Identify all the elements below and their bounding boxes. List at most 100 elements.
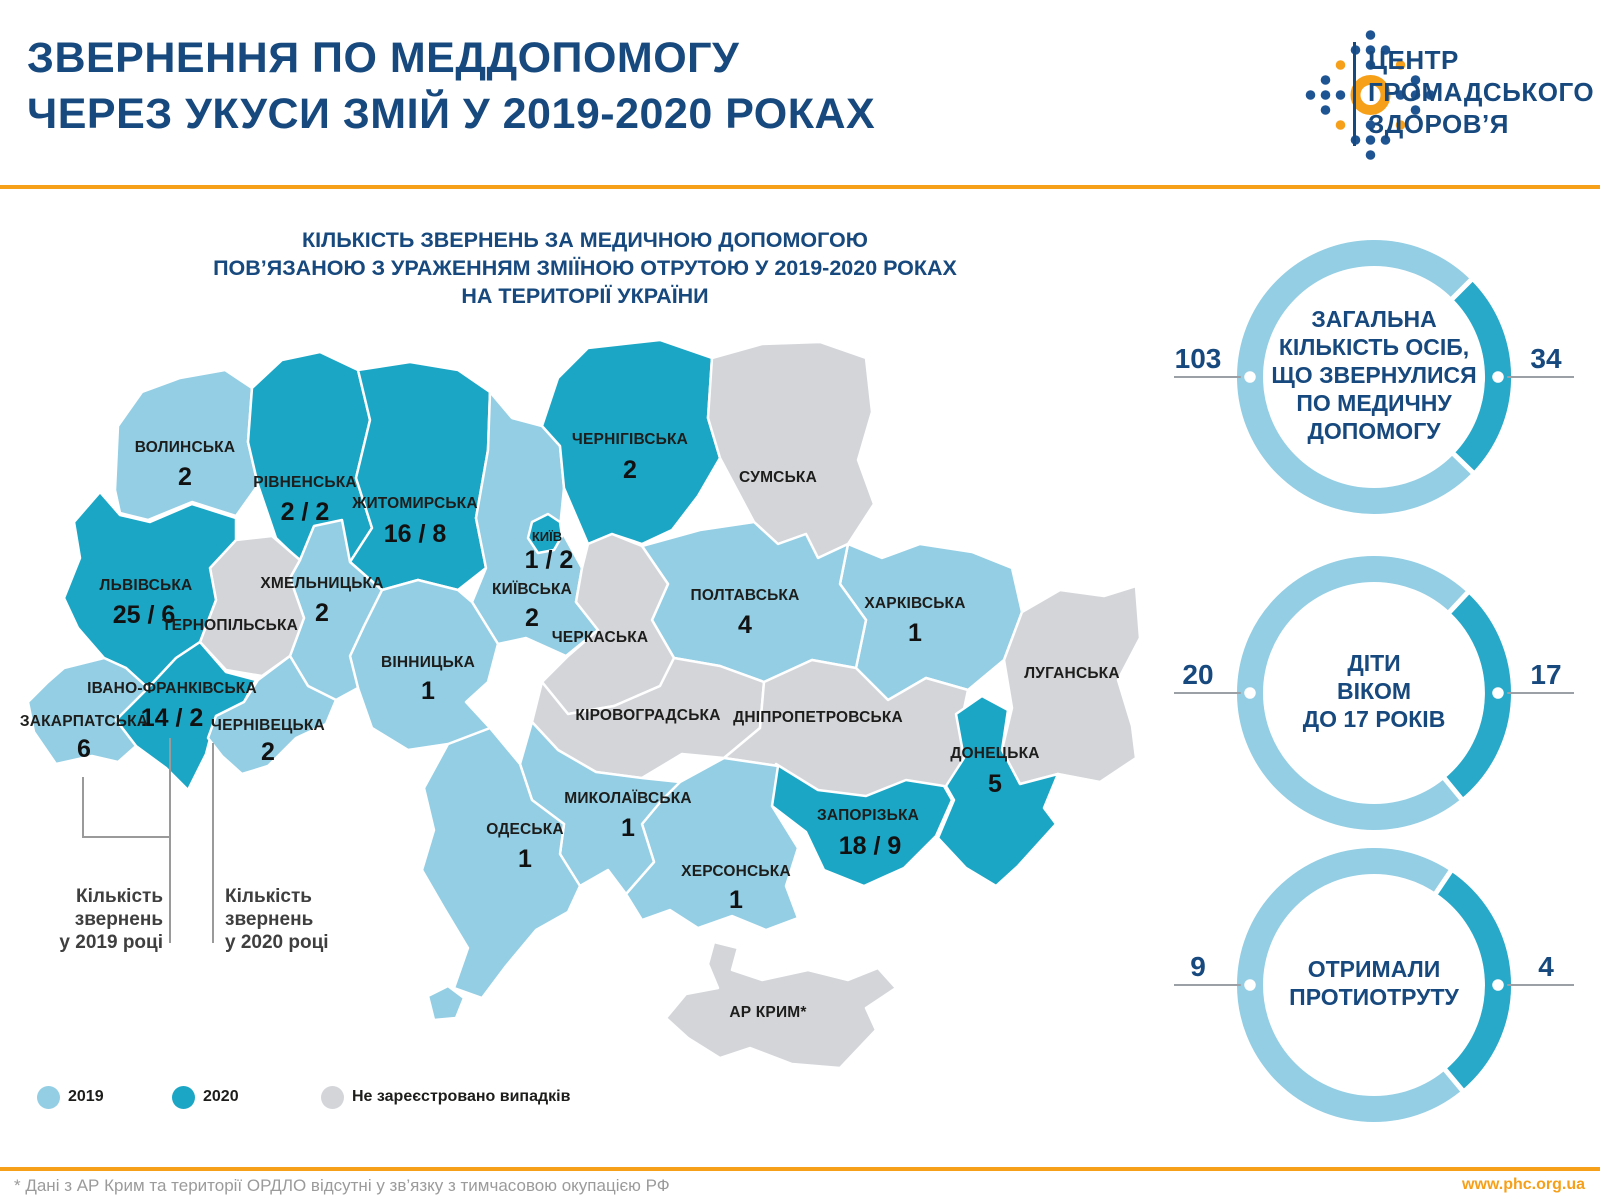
donut-title-line: ДІТИ <box>1347 650 1400 676</box>
region-label: КИЇВ <box>532 529 562 544</box>
region-label: ВОЛИНСЬКА <box>135 439 235 456</box>
donut-antivenom: 9 4 ОТРИМАЛИ ПРОТИОТРУТУ <box>1174 848 1574 1122</box>
legend-label-2020: 2020 <box>203 1088 239 1105</box>
callout-2020-line2: звернень <box>225 909 313 930</box>
region-value: 2 <box>261 738 275 766</box>
region-label: ЛУГАНСЬКА <box>1024 665 1120 682</box>
donut-total-persons: 103 34 ЗАГАЛЬНА КІЛЬКІСТЬ ОСІБ, ЩО ЗВЕРН… <box>1174 240 1574 514</box>
region-value: 16 / 8 <box>384 520 447 548</box>
region-value: 1 <box>421 677 435 705</box>
region-luhansk <box>1000 584 1142 786</box>
org-name-line1: ЦЕНТР <box>1368 45 1459 75</box>
org-name-line3: ЗДОРОВ’Я <box>1368 109 1509 139</box>
org-name-line2: ГРОМАДСЬКОГО <box>1368 77 1595 107</box>
region-value: 1 <box>518 845 532 873</box>
donut-title-line: ПРОТИОТРУТУ <box>1289 984 1459 1010</box>
region-zaporizhzhia <box>770 762 954 888</box>
region-label: ІВАНО-ФРАНКІВСЬКА <box>87 680 257 697</box>
donut-title-line: ВІКОМ <box>1337 678 1411 704</box>
ukraine-map: ВОЛИНСЬКА 2 РІВНЕНСЬКА 2 / 2 ЖИТОМИРСЬКА… <box>20 330 1142 1075</box>
donut-children: 20 17 ДІТИ ВІКОМ ДО 17 РОКІВ <box>1174 556 1574 830</box>
donut-total-2020-value: 34 <box>1530 343 1562 374</box>
region-value: 4 <box>738 611 752 639</box>
legend-label-none: Не зареєстровано випадків <box>352 1088 571 1105</box>
donut-children-2019-value: 20 <box>1182 659 1213 690</box>
leader-dot-2020 <box>1488 683 1508 703</box>
region-value: 5 <box>988 770 1002 798</box>
region-value: 1 / 2 <box>525 546 574 574</box>
region-kharkiv <box>838 542 1024 702</box>
region-rivne <box>246 350 374 565</box>
region-value: 2 / 2 <box>281 498 330 526</box>
map-legend: 2019 2020 Не зареєстровано випадків <box>0 1083 700 1113</box>
legend-label-2019: 2019 <box>68 1088 104 1105</box>
legend-dot-2020 <box>172 1086 195 1109</box>
footer-divider-line <box>0 1167 1600 1171</box>
region-label: ДНІПРОПЕТРОВСЬКА <box>733 709 903 726</box>
page-title: ЗВЕРНЕННЯ ПО МЕДДОПОМОГУ ЧЕРЕЗ УКУСИ ЗМІ… <box>27 30 875 142</box>
donut-title-line: ЩО ЗВЕРНУЛИСЯ <box>1271 362 1476 388</box>
region-value: 18 / 9 <box>839 832 902 860</box>
donut-title-line: ПО МЕДИЧНУ <box>1296 390 1452 416</box>
page-title-line2: ЧЕРЕЗ УКУСИ ЗМІЙ У 2019-2020 РОКАХ <box>27 90 876 138</box>
region-label: ТЕРНОПІЛЬСЬКА <box>162 617 298 634</box>
region-crimea <box>664 940 898 1070</box>
region-label: ЧЕРНІГІВСЬКА <box>572 431 688 448</box>
region-label: ПОЛТАВСЬКА <box>691 587 800 604</box>
region-kyiv-city <box>526 512 564 555</box>
header-divider-line <box>0 185 1600 189</box>
donut-total-2019-value: 103 <box>1175 343 1222 374</box>
leader-dot-2019 <box>1240 975 1260 995</box>
region-zhytomyr <box>348 360 492 592</box>
region-value: 1 <box>729 886 743 914</box>
region-label: ЧЕРНІВЕЦЬКА <box>211 717 325 734</box>
region-odesa-delta <box>426 984 466 1022</box>
map-title-line2: ПОВ’ЯЗАНОЮ З УРАЖЕННЯМ ЗМІЇНОЮ ОТРУТОЮ У… <box>213 256 957 280</box>
donut-title-line: ЗАГАЛЬНА <box>1311 306 1436 332</box>
region-label: ХАРКІВСЬКА <box>864 595 965 612</box>
donut-antivenom-2019-value: 9 <box>1190 951 1206 982</box>
region-label: ВІННИЦЬКА <box>381 654 475 671</box>
callout-2019-line1: Кількість <box>76 886 163 907</box>
region-chernivtsi <box>206 654 338 776</box>
map-regions <box>26 338 1142 1070</box>
leader-dot-2020 <box>1488 975 1508 995</box>
leader-dot-2020 <box>1488 367 1508 387</box>
leader-dot-2019 <box>1240 367 1260 387</box>
org-name: ЦЕНТР ГРОМАДСЬКОГО ЗДОРОВ’Я <box>1368 44 1594 140</box>
region-value: 2 <box>315 599 329 627</box>
map-title-line3: НА ТЕРИТОРІЇ УКРАЇНИ <box>461 284 709 308</box>
region-value: 14 / 2 <box>141 704 204 732</box>
region-chernihiv <box>540 338 722 546</box>
donut-title-line: ОТРИМАЛИ <box>1308 956 1441 982</box>
region-label: КІРОВОГРАДСЬКА <box>575 707 720 724</box>
region-zakarpattia <box>26 656 150 766</box>
region-label: ХЕРСОНСЬКА <box>681 863 791 880</box>
leader-dot-2019 <box>1240 683 1260 703</box>
region-value: 25 / 6 <box>113 601 176 629</box>
donut-title-line: КІЛЬКІСТЬ ОСІБ, <box>1279 334 1469 360</box>
region-label: ЧЕРКАСЬКА <box>552 629 649 646</box>
region-value: 1 <box>908 619 922 647</box>
map-title: КІЛЬКІСТЬ ЗВЕРНЕНЬ ЗА МЕДИЧНОЮ ДОПОМОГОЮ… <box>20 226 1150 310</box>
page-title-line1: ЗВЕРНЕННЯ ПО МЕДДОПОМОГУ <box>27 34 740 82</box>
region-label: ХМЕЛЬНИЦЬКА <box>260 575 383 592</box>
region-value: 2 <box>178 463 192 491</box>
region-label: РІВНЕНСЬКА <box>253 474 357 491</box>
region-donetsk <box>936 694 1060 888</box>
region-label: ОДЕСЬКА <box>486 821 564 838</box>
donut-antivenom-2020-value: 4 <box>1538 951 1554 982</box>
website-link[interactable]: www.phc.org.ua <box>1462 1176 1585 1193</box>
callout-2019-line3: у 2019 році <box>59 932 163 953</box>
region-label: ЗАПОРІЗЬКА <box>817 807 919 824</box>
donut-children-2020-value: 17 <box>1530 659 1561 690</box>
donut-title-line: ДОПОМОГУ <box>1307 418 1441 444</box>
region-label: КИЇВСЬКА <box>492 581 572 598</box>
callout-2020-line1: Кількість <box>225 886 312 907</box>
region-label: ЗАКАРПАТСЬКА <box>20 713 148 730</box>
legend-dot-none <box>321 1086 344 1109</box>
region-label: ЖИТОМИРСЬКА <box>351 495 477 512</box>
callout-2020-line3: у 2020 році <box>225 932 329 953</box>
region-value: 2 <box>623 456 637 484</box>
map-title-line1: КІЛЬКІСТЬ ЗВЕРНЕНЬ ЗА МЕДИЧНОЮ ДОПОМОГОЮ <box>302 228 868 252</box>
